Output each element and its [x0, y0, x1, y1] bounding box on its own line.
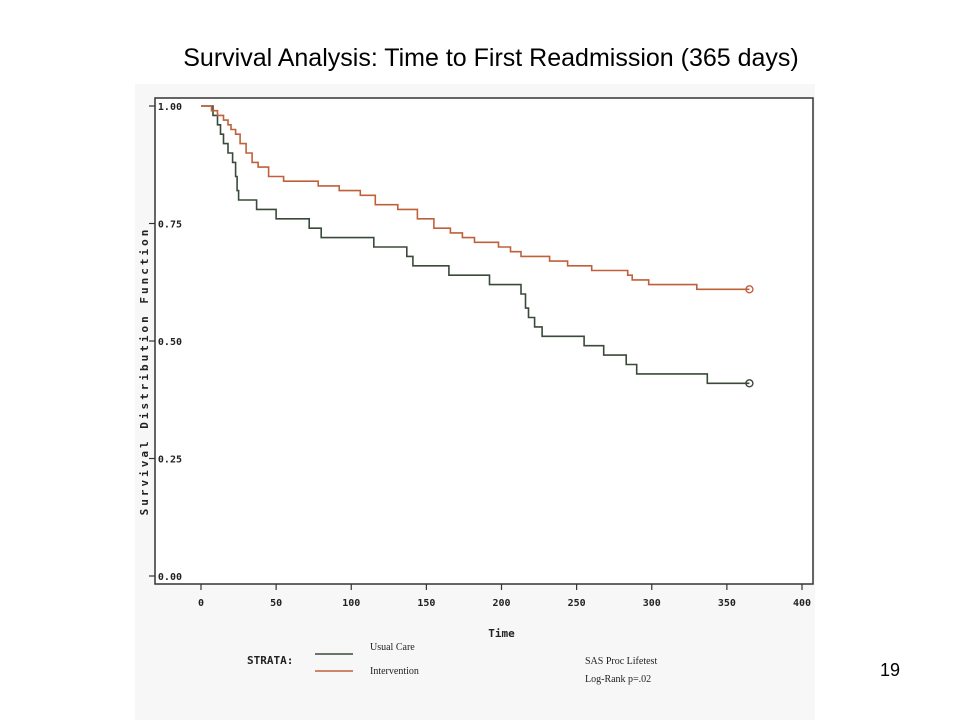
x-tick-label: 0: [198, 598, 204, 609]
slide-title: Survival Analysis: Time to First Readmis…: [183, 44, 799, 72]
survival-chart: 0 50 100 150 200 250 300 350 400 0.00 0.25 0.50 0.75…: [138, 97, 814, 685]
plot-frame: [154, 97, 814, 585]
sas-note: SAS Proc Lifetest: [585, 656, 657, 667]
x-tick-label: 50: [270, 598, 282, 609]
chart-panel: 0 50 100 150 200 250 300 350 400 0.00 0.25 0.50 0.75…: [135, 84, 815, 720]
x-tick-label: 300: [643, 598, 661, 609]
x-tick-label: 100: [342, 598, 360, 609]
legend: Usual Care Intervention: [315, 642, 419, 677]
x-axis-title: Time: [488, 627, 515, 640]
series-line-intervention: [201, 105, 750, 291]
page-number: 19: [880, 660, 901, 680]
logrank-note: Log-Rank p=.02: [585, 674, 651, 685]
series-line-usual-care: [201, 105, 750, 385]
x-tick-label: 150: [417, 598, 435, 609]
legend-title: STRATA:: [247, 654, 293, 667]
x-tick-label: 400: [793, 598, 811, 609]
y-tick-label: 0.75: [158, 220, 182, 231]
censor-marker: [745, 379, 754, 388]
y-tick-label: 0.50: [158, 337, 182, 348]
censor-marker: [745, 285, 754, 294]
y-tick-label: 0.25: [158, 455, 182, 466]
y-tick-label: 1.00: [158, 102, 182, 113]
y-tick-label: 0.00: [158, 572, 182, 583]
x-tick-label: 200: [492, 598, 510, 609]
x-tick-label: 350: [718, 598, 736, 609]
legend-label: Usual Care: [370, 642, 415, 653]
y-axis-title: Survival Distribution Function: [138, 227, 151, 516]
legend-label: Intervention: [370, 666, 419, 677]
x-tick-label: 250: [568, 598, 586, 609]
